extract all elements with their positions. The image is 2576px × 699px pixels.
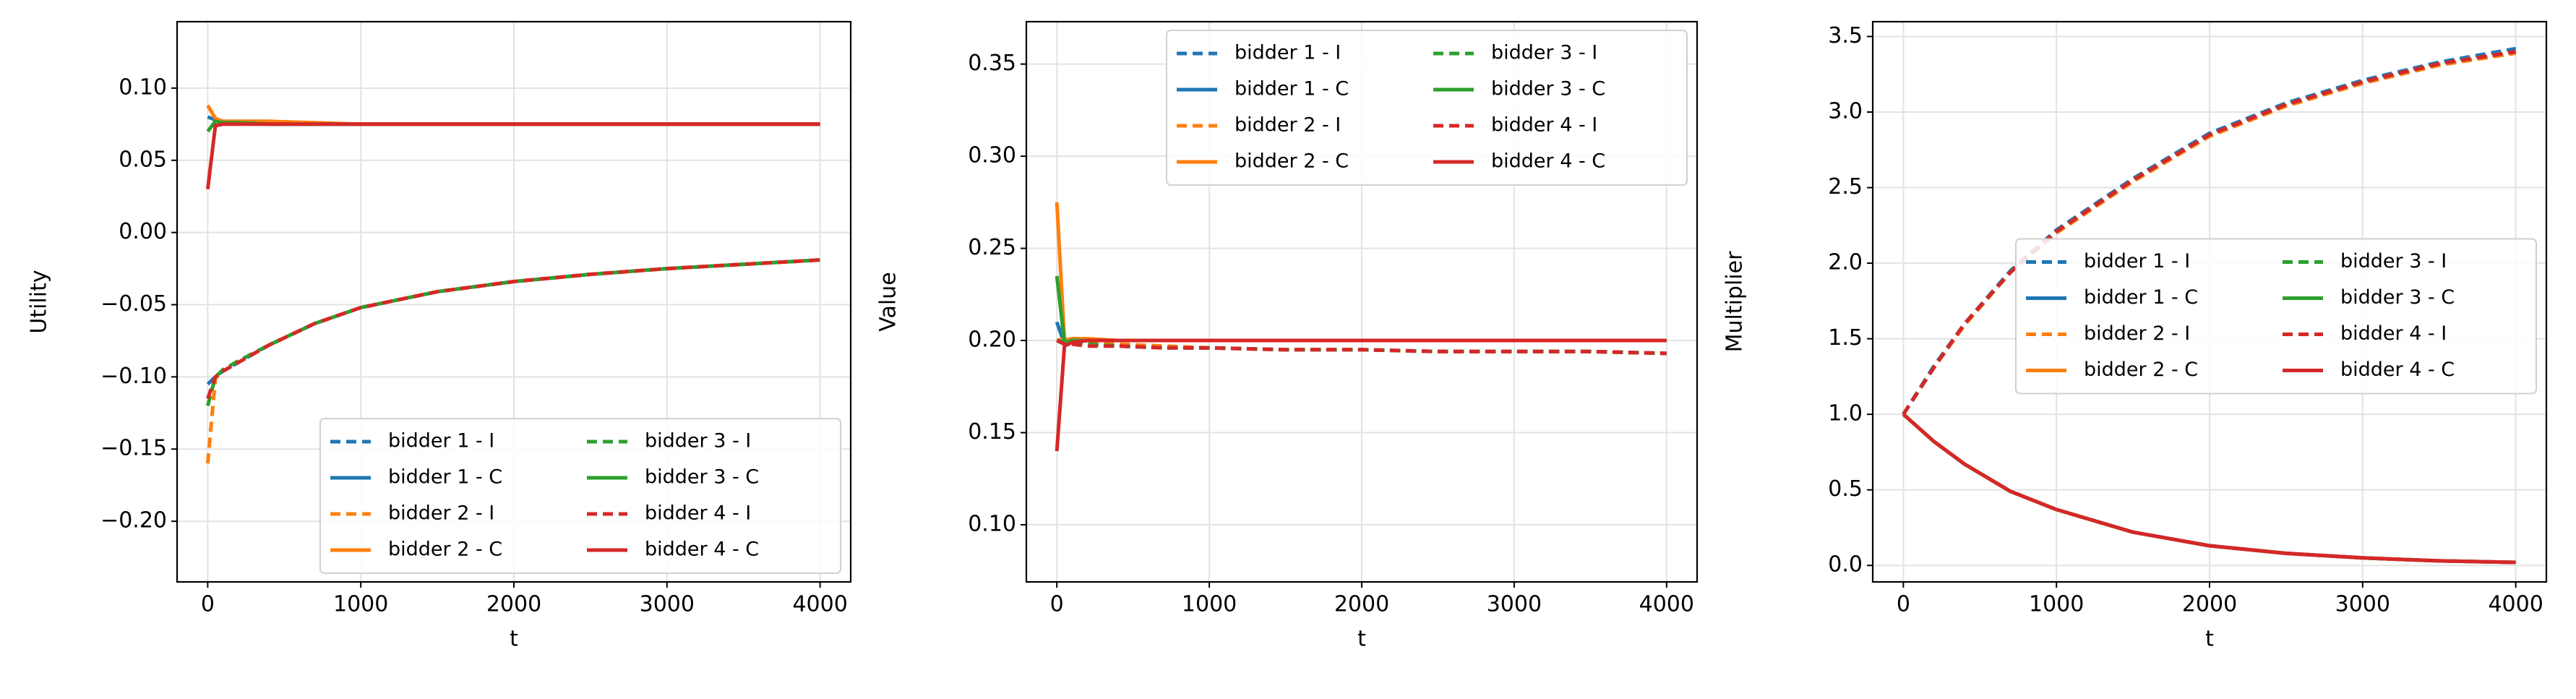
legend-label: bidder 3 - I (2340, 250, 2447, 273)
y-tick-label: 0.10 (968, 511, 1016, 536)
y-tick-label: 3.0 (1828, 99, 1863, 124)
legend-label: bidder 4 - C (2340, 359, 2455, 381)
x-tick-label: 1000 (333, 592, 388, 617)
legend-label: bidder 3 - I (645, 430, 751, 453)
series-line (205, 122, 820, 189)
series-group (1055, 202, 1667, 452)
x-tick-label: 4000 (792, 592, 847, 617)
legend-label: bidder 1 - I (1235, 42, 1341, 64)
legend-label: bidder 1 - I (2084, 250, 2190, 273)
legend: bidder 1 - I bidder 1 - C bidder 2 - I bidd… (2015, 238, 2537, 395)
y-tick-label: −0.20 (100, 508, 167, 533)
series-line (206, 258, 820, 400)
chart-panel: 0 1000 2000 3000 4000 0.0 0.5 1.0 1.5 2.0 2.5 3.0 3.… (1722, 20, 2548, 652)
x-tick-label: 2000 (486, 592, 541, 617)
legend-label: bidder 4 - C (645, 539, 759, 561)
legend-label: bidder 2 - I (388, 502, 494, 525)
x-tick-label: 0 (1897, 592, 1910, 617)
x-axis-label: t (1357, 627, 1366, 652)
series-group (1902, 46, 2517, 565)
chart-panel: 0 1000 2000 3000 4000 0.10 0.15 0.20 0.25 0.30 0.3… (876, 20, 1699, 652)
legend-label: bidder 2 - I (1235, 114, 1341, 137)
y-tick-label: 0.20 (968, 327, 1016, 353)
y-tick-label: −0.05 (100, 291, 167, 317)
legend-label: bidder 1 - C (2084, 286, 2198, 309)
y-tick-label: 2.0 (1828, 250, 1863, 275)
chart-panel: 0 1000 2000 3000 4000 −0.20 −0.15 −0.10 −0.05 0.0… (27, 20, 852, 652)
legend-label: bidder 3 - I (1491, 42, 1597, 64)
y-tick-label: 0.30 (968, 143, 1016, 168)
legend-label: bidder 4 - I (1491, 114, 1597, 137)
series-group (205, 104, 820, 464)
legend: bidder 1 - I bidder 1 - C bidder 2 - I bidd… (1166, 30, 1688, 186)
x-tick-label: 3000 (640, 592, 695, 617)
y-tick-label: 3.5 (1828, 23, 1863, 48)
x-tick-label: 4000 (2488, 592, 2543, 617)
legend-label: bidder 2 - C (388, 539, 502, 561)
x-tick-label: 4000 (1639, 592, 1694, 617)
axes-frame (176, 20, 852, 583)
legend-label: bidder 2 - C (1235, 150, 1349, 173)
legend-label: bidder 4 - C (1491, 150, 1605, 173)
y-tick-label: 1.0 (1828, 401, 1863, 426)
series-line (1902, 413, 2516, 565)
x-tick-label: 2000 (1334, 592, 1389, 617)
series-line (1056, 338, 1667, 356)
y-axis-label: Utility (27, 270, 52, 333)
y-axis-label: Value (876, 272, 901, 331)
x-tick-label: 3000 (1487, 592, 1542, 617)
x-tick-label: 0 (1050, 592, 1064, 617)
x-tick-label: 3000 (2335, 592, 2390, 617)
series-line (1902, 49, 2516, 416)
legend-label: bidder 1 - C (1235, 78, 1349, 100)
y-tick-label: 0.35 (968, 51, 1016, 76)
legend-label: bidder 1 - I (388, 430, 494, 453)
y-tick-label: 2.5 (1828, 174, 1863, 200)
y-tick-label: 0.00 (119, 219, 167, 244)
x-tick-label: 1000 (2029, 592, 2084, 617)
x-axis-label: t (2205, 627, 2214, 652)
y-tick-label: 0.10 (119, 74, 167, 100)
legend-label: bidder 4 - I (645, 502, 751, 525)
legend-label: bidder 3 - C (1491, 78, 1605, 100)
axes-frame (1871, 20, 2548, 583)
y-tick-label: 0.05 (119, 147, 167, 172)
x-tick-label: 1000 (1182, 592, 1237, 617)
y-tick-label: 0.0 (1828, 552, 1863, 578)
y-tick-label: 0.5 (1828, 476, 1863, 502)
x-axis-label: t (510, 627, 518, 652)
legend-box (2015, 238, 2537, 395)
legend-label: bidder 3 - C (645, 466, 759, 489)
legend-label: bidder 4 - I (2340, 322, 2447, 345)
y-tick-label: −0.10 (100, 364, 167, 389)
legend-label: bidder 2 - I (2084, 322, 2190, 345)
legend: bidder 1 - I bidder 1 - C bidder 2 - I bidd… (319, 418, 841, 574)
legend-box (1166, 30, 1688, 186)
x-tick-label: 0 (201, 592, 215, 617)
legend-label: bidder 2 - C (2084, 359, 2198, 381)
legend-label: bidder 3 - C (2340, 286, 2455, 309)
y-axis-label: Multiplier (1722, 251, 1748, 353)
legend-label: bidder 1 - C (388, 466, 502, 489)
legend-box (319, 418, 841, 574)
y-tick-label: −0.15 (100, 436, 167, 461)
series-line (1055, 338, 1667, 452)
y-tick-label: 0.15 (968, 419, 1016, 445)
axes-frame (1025, 20, 1699, 583)
y-tick-label: 0.25 (968, 235, 1016, 260)
y-tick-label: 1.5 (1828, 325, 1863, 351)
x-tick-label: 2000 (2182, 592, 2237, 617)
